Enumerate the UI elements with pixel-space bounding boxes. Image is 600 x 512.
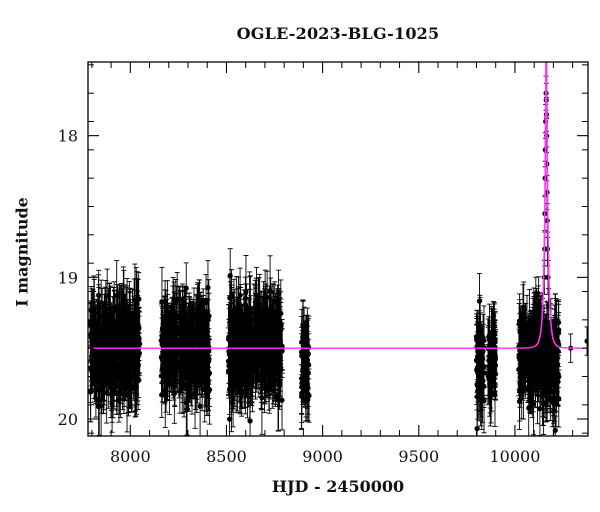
point-marker bbox=[119, 381, 126, 387]
data-point bbox=[123, 352, 129, 394]
point-marker bbox=[186, 357, 193, 363]
point-marker bbox=[134, 359, 140, 365]
point-marker bbox=[178, 318, 185, 325]
point-marker bbox=[204, 342, 210, 348]
point-marker bbox=[179, 363, 185, 369]
data-point bbox=[133, 346, 139, 417]
point-marker bbox=[191, 369, 198, 375]
point-marker bbox=[174, 296, 180, 302]
point-marker bbox=[190, 348, 196, 354]
point-marker bbox=[160, 335, 166, 342]
data-point bbox=[101, 325, 107, 368]
point-marker bbox=[108, 332, 115, 338]
point-marker bbox=[174, 350, 181, 356]
data-point bbox=[104, 362, 110, 424]
chart-title: OGLE-2023-BLG-1025 bbox=[236, 24, 440, 43]
data-point bbox=[161, 331, 168, 403]
point-marker bbox=[134, 334, 140, 340]
point-marker bbox=[102, 348, 109, 354]
point-marker bbox=[115, 338, 121, 344]
point-marker bbox=[120, 342, 126, 348]
point-marker bbox=[96, 398, 102, 404]
data-point bbox=[123, 286, 129, 356]
data-point bbox=[111, 281, 117, 332]
x-axis-label: HJD - 2450000 bbox=[271, 477, 405, 496]
data-point bbox=[174, 272, 180, 327]
point-marker bbox=[196, 335, 202, 341]
data-point bbox=[178, 296, 185, 347]
point-marker bbox=[94, 360, 100, 366]
data-point bbox=[134, 330, 140, 395]
point-marker bbox=[205, 284, 211, 291]
data-point bbox=[119, 357, 126, 411]
point-marker bbox=[111, 303, 117, 309]
point-marker bbox=[205, 364, 211, 370]
data-point bbox=[96, 305, 102, 379]
point-marker bbox=[95, 367, 102, 373]
point-marker bbox=[159, 392, 165, 398]
point-marker bbox=[197, 403, 203, 409]
point-marker bbox=[123, 370, 129, 376]
point-marker bbox=[90, 350, 96, 357]
point-marker bbox=[206, 313, 212, 319]
data-point bbox=[202, 323, 208, 393]
point-marker bbox=[104, 390, 110, 396]
data-point bbox=[170, 321, 176, 390]
point-marker bbox=[133, 378, 139, 385]
data-point bbox=[185, 347, 191, 407]
point-marker bbox=[161, 364, 168, 370]
point-marker bbox=[96, 338, 102, 345]
data-point bbox=[184, 318, 190, 376]
data-point bbox=[122, 359, 129, 401]
point-marker bbox=[170, 352, 176, 358]
data-point bbox=[134, 304, 140, 371]
point-marker bbox=[94, 352, 101, 358]
point-marker bbox=[164, 338, 170, 344]
point-marker bbox=[200, 347, 206, 353]
point-marker bbox=[137, 341, 143, 347]
point-marker bbox=[193, 313, 199, 319]
point-marker bbox=[123, 318, 129, 324]
point-marker bbox=[202, 355, 208, 361]
data-point bbox=[188, 307, 194, 355]
data-point bbox=[164, 314, 170, 367]
point-marker bbox=[110, 320, 117, 326]
data-point bbox=[125, 339, 131, 414]
data-point bbox=[159, 371, 165, 418]
point-marker bbox=[161, 320, 168, 327]
point-marker bbox=[173, 337, 180, 343]
point-marker bbox=[206, 369, 212, 376]
point-marker bbox=[108, 342, 114, 348]
data-point bbox=[204, 321, 210, 369]
point-marker bbox=[185, 374, 191, 380]
point-marker bbox=[91, 306, 97, 312]
data-point bbox=[90, 329, 96, 378]
point-marker bbox=[192, 390, 198, 396]
data-point bbox=[193, 295, 199, 337]
point-marker bbox=[122, 377, 129, 383]
data-point bbox=[110, 286, 117, 359]
point-marker bbox=[125, 327, 131, 333]
data-layer bbox=[88, 75, 588, 436]
point-marker bbox=[169, 363, 175, 369]
point-marker bbox=[116, 311, 122, 317]
data-point bbox=[196, 302, 202, 374]
point-marker bbox=[194, 358, 201, 364]
point-marker bbox=[188, 328, 194, 334]
point-marker bbox=[111, 381, 117, 387]
point-marker bbox=[118, 334, 125, 340]
data-point bbox=[116, 287, 122, 342]
point-marker bbox=[184, 344, 190, 350]
data-point bbox=[194, 333, 201, 388]
point-marker bbox=[104, 332, 110, 338]
point-marker bbox=[89, 358, 95, 364]
data-point bbox=[190, 326, 196, 376]
